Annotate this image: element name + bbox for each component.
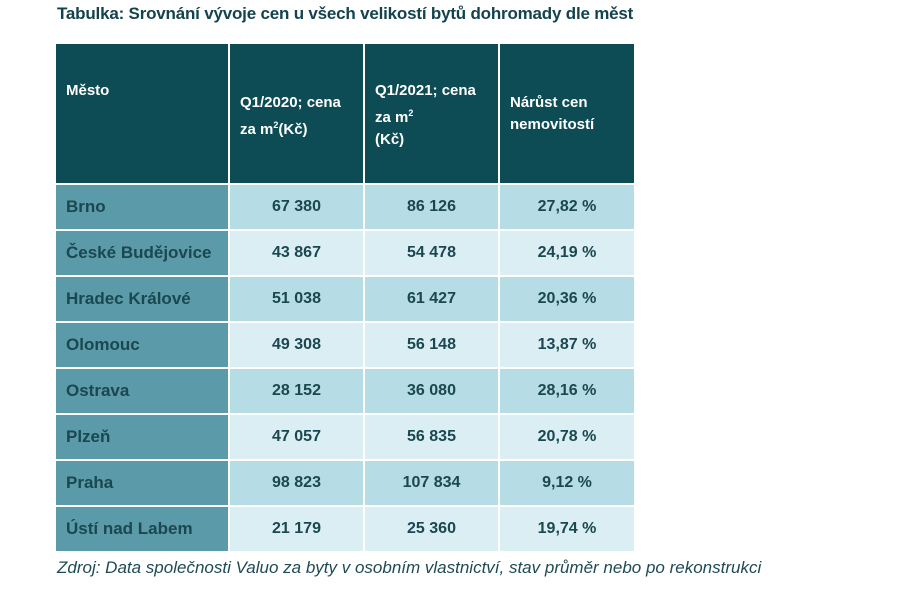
city-cell: Plzeň xyxy=(56,415,228,459)
header-unit: (Kč) xyxy=(278,121,308,138)
q1-2021-cell: 61 427 xyxy=(365,277,498,321)
city-cell: Ostrava xyxy=(56,369,228,413)
q1-2020-cell: 21 179 xyxy=(230,507,363,551)
city-cell: Olomouc xyxy=(56,323,228,367)
growth-cell: 20,36 % xyxy=(500,277,634,321)
table-row: Plzeň 47 057 56 835 20,78 % xyxy=(56,415,634,459)
city-cell: České Budějovice xyxy=(56,231,228,275)
q1-2021-cell: 54 478 xyxy=(365,231,498,275)
city-cell: Hradec Králové xyxy=(56,277,228,321)
header-q1-2020: Q1/2020; cena za m2(Kč) xyxy=(230,44,363,183)
source-note: Zdroj: Data společnosti Valuo za byty v … xyxy=(57,558,762,577)
q1-2021-cell: 56 148 xyxy=(365,323,498,367)
city-cell: Brno xyxy=(56,185,228,229)
superscript: 2 xyxy=(273,120,279,130)
city-cell: Praha xyxy=(56,461,228,505)
header-q1-2021: Q1/2021; cena za m2 (Kč) xyxy=(365,44,498,183)
q1-2020-cell: 28 152 xyxy=(230,369,363,413)
table-row: Ostrava 28 152 36 080 28,16 % xyxy=(56,369,634,413)
q1-2020-cell: 47 057 xyxy=(230,415,363,459)
city-cell: Ústí nad Labem xyxy=(56,507,228,551)
table-row: Ústí nad Labem 21 179 25 360 19,74 % xyxy=(56,507,634,551)
q1-2020-cell: 43 867 xyxy=(230,231,363,275)
q1-2021-cell: 107 834 xyxy=(365,461,498,505)
growth-cell: 13,87 % xyxy=(500,323,634,367)
header-row: Město Q1/2020; cena za m2(Kč) Q1/2021; c… xyxy=(56,44,634,183)
header-q1-2021-text: Q1/2021; cena za m xyxy=(375,82,476,126)
growth-cell: 20,78 % xyxy=(500,415,634,459)
q1-2020-cell: 51 038 xyxy=(230,277,363,321)
header-city: Město xyxy=(56,44,228,183)
price-comparison-table: Město Q1/2020; cena za m2(Kč) Q1/2021; c… xyxy=(54,42,636,553)
table-title: Tabulka: Srovnání vývoje cen u všech vel… xyxy=(57,4,634,23)
q1-2020-cell: 67 380 xyxy=(230,185,363,229)
growth-cell: 19,74 % xyxy=(500,507,634,551)
q1-2020-cell: 98 823 xyxy=(230,461,363,505)
superscript: 2 xyxy=(408,108,414,118)
table-row: Brno 67 380 86 126 27,82 % xyxy=(56,185,634,229)
q1-2020-cell: 49 308 xyxy=(230,323,363,367)
growth-cell: 24,19 % xyxy=(500,231,634,275)
growth-cell: 9,12 % xyxy=(500,461,634,505)
table-row: České Budějovice 43 867 54 478 24,19 % xyxy=(56,231,634,275)
header-q1-2020-text: Q1/2020; cena za m xyxy=(240,94,341,138)
growth-cell: 27,82 % xyxy=(500,185,634,229)
table-row: Hradec Králové 51 038 61 427 20,36 % xyxy=(56,277,634,321)
q1-2021-cell: 86 126 xyxy=(365,185,498,229)
table-row: Olomouc 49 308 56 148 13,87 % xyxy=(56,323,634,367)
q1-2021-cell: 36 080 xyxy=(365,369,498,413)
table-row: Praha 98 823 107 834 9,12 % xyxy=(56,461,634,505)
growth-cell: 28,16 % xyxy=(500,369,634,413)
q1-2021-cell: 25 360 xyxy=(365,507,498,551)
header-growth: Nárůst cen nemovitostí xyxy=(500,44,634,183)
q1-2021-cell: 56 835 xyxy=(365,415,498,459)
header-unit: (Kč) xyxy=(375,131,405,148)
